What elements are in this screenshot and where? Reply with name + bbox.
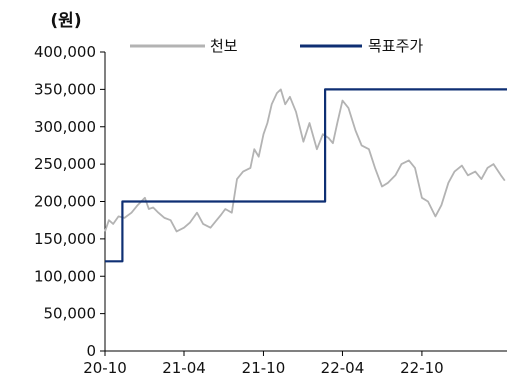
x-tick-label: 21-10 bbox=[242, 359, 286, 377]
target-price-series-line bbox=[105, 89, 507, 261]
y-tick-label: 400,000 bbox=[34, 43, 96, 61]
legend: 천보 목표주가 bbox=[130, 37, 423, 55]
legend-label-target: 목표주가 bbox=[368, 37, 423, 55]
x-tick-label: 22-04 bbox=[321, 359, 365, 377]
y-tick-label: 300,000 bbox=[34, 118, 96, 136]
y-tick-label: 250,000 bbox=[34, 155, 96, 173]
unit-label: (원) bbox=[50, 11, 81, 31]
y-tick-label: 200,000 bbox=[34, 193, 96, 211]
x-tick-label: 22-10 bbox=[400, 359, 444, 377]
x-tick-label: 21-04 bbox=[162, 359, 206, 377]
y-axis: 0 50,000 100,000 150,000 200,000 250,000 300,0… bbox=[34, 43, 105, 360]
y-tick-label: 100,000 bbox=[34, 267, 96, 285]
y-tick-label: 50,000 bbox=[44, 305, 97, 323]
price-series-line bbox=[105, 89, 505, 231]
y-tick-label: 0 bbox=[86, 342, 96, 360]
legend-label-price: 천보 bbox=[210, 37, 238, 55]
y-tick-label: 150,000 bbox=[34, 230, 96, 248]
series-layer bbox=[105, 89, 507, 261]
x-axis: 20-10 21-04 21-10 22-04 22-10 bbox=[83, 351, 507, 377]
x-tick-label: 20-10 bbox=[83, 359, 127, 377]
y-tick-label: 350,000 bbox=[34, 80, 96, 98]
